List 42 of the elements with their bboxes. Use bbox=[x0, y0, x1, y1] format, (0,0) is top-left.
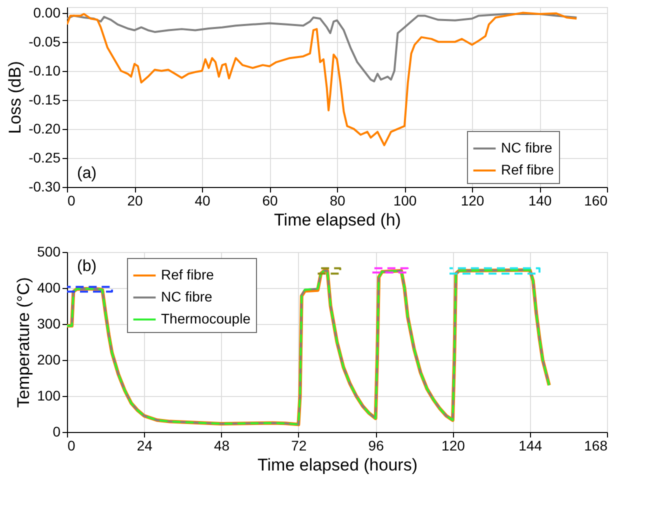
x-tick-label: 96 bbox=[368, 438, 384, 454]
x-tick-label: 40 bbox=[194, 192, 210, 208]
x-tick-label: 140 bbox=[528, 192, 552, 208]
x-tick-label: 60 bbox=[262, 192, 278, 208]
y-axis-title: Loss (dB) bbox=[6, 61, 25, 134]
x-tick-label: 0 bbox=[68, 192, 76, 208]
x-tick-label: 120 bbox=[460, 192, 484, 208]
x-tick-label: 168 bbox=[584, 438, 608, 454]
legend-label: Thermocouple bbox=[161, 310, 251, 326]
y-tick-label: -0.15 bbox=[28, 91, 61, 108]
line-series bbox=[67, 12, 578, 82]
y-tick-label: -0.25 bbox=[28, 149, 61, 166]
x-tick-label: 48 bbox=[214, 438, 230, 454]
x-axis-title: Time elapsed (hours) bbox=[258, 456, 418, 474]
y-axis-title: Temperature (°C) bbox=[14, 277, 34, 408]
legend-label: NC fibre bbox=[501, 140, 553, 156]
legend-label: Ref fibre bbox=[501, 162, 554, 178]
legend-label: NC fibre bbox=[161, 288, 213, 304]
y-tick-label: 400 bbox=[37, 280, 61, 296]
y-tick-label: -0.20 bbox=[28, 120, 61, 136]
y-tick-label: 0 bbox=[52, 424, 61, 440]
x-tick-label: 20 bbox=[127, 192, 143, 208]
y-tick-label: 0.00 bbox=[33, 4, 61, 20]
y-tick-label: -0.30 bbox=[28, 178, 61, 194]
y-tick-label: 300 bbox=[37, 316, 61, 332]
x-tick-label: 72 bbox=[291, 438, 307, 454]
y-tick-label: -0.10 bbox=[28, 62, 61, 78]
x-axis-title: Time elapsed (h) bbox=[274, 210, 401, 230]
y-tick-label: 200 bbox=[37, 352, 61, 368]
y-tick-label: 100 bbox=[37, 388, 61, 404]
x-tick-label: 0 bbox=[68, 438, 76, 454]
legend-label: Ref fibre bbox=[161, 266, 214, 282]
y-tick-label: -0.05 bbox=[28, 33, 61, 50]
x-tick-label: 80 bbox=[330, 192, 346, 208]
x-tick-label: 24 bbox=[136, 438, 153, 454]
annotation: (a) bbox=[77, 165, 97, 182]
x-tick-label: 160 bbox=[584, 192, 608, 208]
y-tick-label: 500 bbox=[37, 244, 61, 260]
x-tick-label: 100 bbox=[393, 192, 417, 208]
x-tick-label: 120 bbox=[442, 438, 466, 454]
annotation: (b) bbox=[77, 258, 97, 275]
x-tick-label: 144 bbox=[518, 438, 542, 454]
